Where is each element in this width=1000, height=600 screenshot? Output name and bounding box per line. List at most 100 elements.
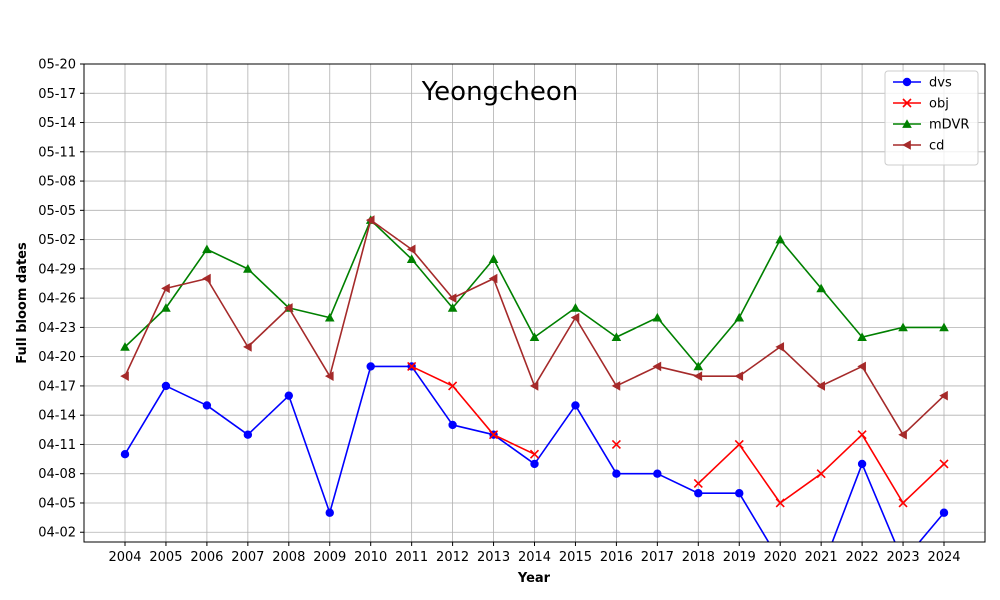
data-point (816, 381, 825, 391)
legend-item: obj (893, 97, 949, 112)
data-point (325, 508, 334, 517)
y-tick-label: 04-29 (38, 262, 76, 277)
y-tick-label: 05-08 (38, 175, 76, 190)
data-point (693, 371, 703, 381)
data-point (612, 469, 621, 478)
data-point (488, 430, 499, 440)
data-point (898, 429, 907, 440)
data-point (816, 283, 826, 293)
x-tick-label: 2004 (108, 550, 141, 565)
data-point (694, 489, 703, 498)
y-axis-label: Full bloom dates (15, 242, 30, 364)
data-point (939, 322, 949, 332)
data-point (857, 459, 867, 469)
legend-label: cd (929, 139, 944, 154)
data-point (857, 361, 866, 372)
data-point (447, 303, 458, 312)
data-point (284, 391, 293, 400)
legend-marker (902, 140, 911, 150)
data-point (817, 567, 825, 575)
y-axis: 04-02 04-05 04-08 04-11 04-14 04-17 04-20 04-23… (38, 58, 84, 541)
data-point (284, 303, 293, 313)
y-tick-label: 05-05 (38, 204, 76, 219)
legend-label: mDVR (929, 118, 969, 133)
legend-item: dvs (893, 76, 952, 91)
x-tick-label: 2020 (764, 550, 797, 565)
x-tick-label: 2005 (149, 550, 182, 565)
data-point (202, 244, 212, 254)
data-point (448, 420, 457, 430)
y-tick-label: 05-17 (38, 87, 76, 102)
data-point (120, 371, 129, 381)
data-point (857, 332, 867, 341)
data-point (366, 362, 375, 371)
data-point (161, 283, 170, 294)
legend-marker (902, 119, 912, 128)
series-dvs (120, 362, 949, 575)
data-point (488, 273, 498, 284)
x-tick-label: 2024 (927, 550, 960, 565)
x-tick-label: 2019 (723, 550, 756, 565)
data-point (570, 303, 581, 312)
data-point (939, 390, 948, 401)
data-point (652, 361, 662, 372)
data-point (571, 401, 580, 410)
data-point (611, 381, 621, 391)
data-point (939, 508, 949, 517)
data-point (735, 489, 744, 498)
data-point (161, 303, 171, 312)
data-point (898, 498, 908, 508)
legend-item: mDVR (893, 118, 969, 133)
x-tick-label: 2017 (641, 550, 674, 565)
y-tick-label: 05-14 (38, 116, 76, 131)
data-point (365, 215, 375, 225)
data-point (324, 312, 335, 322)
x-tick-label: 2011 (395, 550, 428, 565)
data-point (775, 234, 785, 244)
data-point (693, 361, 704, 371)
legend-marker (902, 98, 912, 108)
x-tick-label: 2013 (477, 550, 510, 565)
data-point (734, 312, 745, 322)
legend-item: cd (893, 139, 944, 154)
x-tick-label: 2018 (682, 550, 715, 565)
x-axis: 2004 2005 2006 2007 2008 2009 2010 2011 2012 2013… (108, 542, 961, 565)
data-point (120, 342, 130, 351)
y-tick-label: 04-05 (38, 496, 76, 511)
y-tick-label: 05-11 (38, 145, 76, 160)
data-point (243, 430, 253, 439)
data-point (202, 401, 212, 410)
data-point (406, 254, 417, 263)
legend-label: dvs (929, 76, 952, 91)
y-tick-label: 04-17 (38, 379, 76, 394)
x-axis-label: Year (517, 571, 551, 586)
data-point (406, 244, 416, 255)
data-point (816, 469, 826, 479)
data-point (447, 293, 457, 303)
x-tick-label: 2008 (272, 550, 305, 565)
x-tick-label: 2014 (518, 550, 551, 565)
x-tick-label: 2012 (436, 550, 469, 565)
data-point (653, 469, 662, 478)
legend-box (884, 70, 979, 166)
x-tick-label: 2010 (354, 550, 387, 565)
data-point (243, 342, 252, 352)
x-tick-label: 2021 (805, 550, 838, 565)
y-tick-label: 05-02 (38, 233, 76, 248)
legend: dvs obj mDVR cd (884, 70, 979, 166)
data-point (324, 371, 334, 381)
data-point (611, 332, 622, 341)
y-tick-label: 04-11 (38, 438, 76, 453)
data-point (611, 439, 621, 450)
x-tick-label: 2015 (559, 550, 592, 565)
data-point (693, 478, 703, 489)
data-point (570, 312, 580, 323)
legend-label: obj (929, 97, 949, 112)
x-tick-label: 2016 (600, 550, 633, 565)
x-tick-label: 2006 (190, 550, 223, 565)
x-tick-label: 2007 (231, 550, 264, 565)
data-point (857, 430, 867, 440)
y-tick-label: 05-20 (38, 58, 76, 73)
data-point (529, 449, 540, 459)
